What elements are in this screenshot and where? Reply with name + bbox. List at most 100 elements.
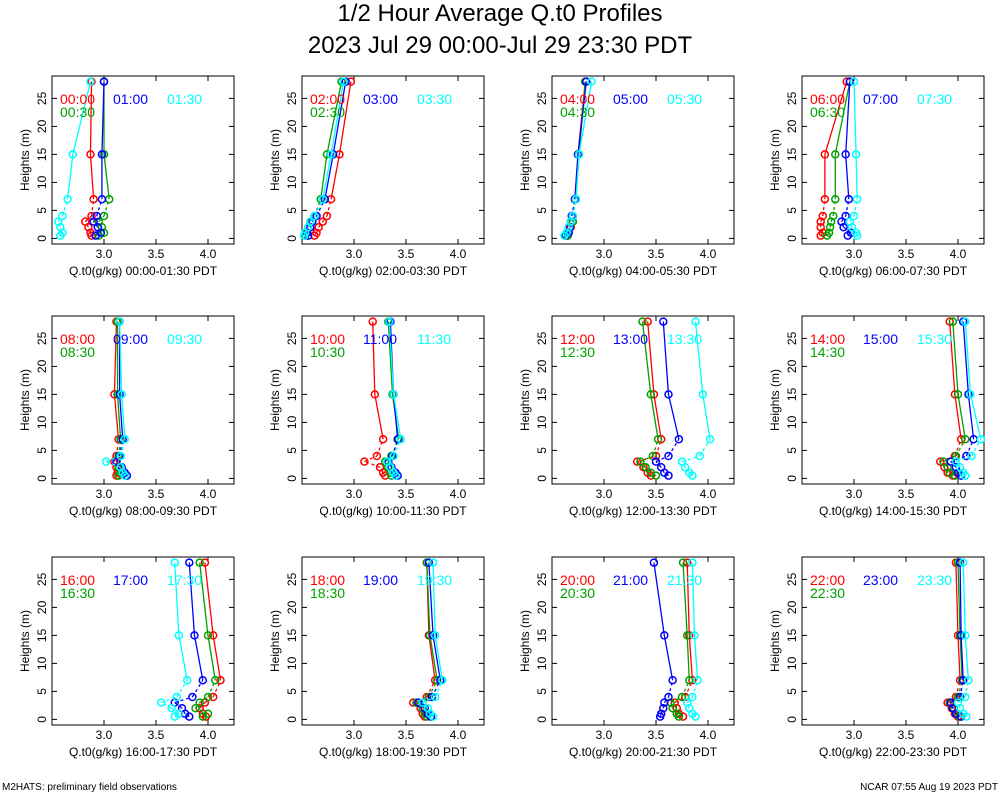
data-point [825, 222, 835, 232]
data-point [115, 317, 124, 326]
y-tick-label: 0 [35, 235, 49, 242]
series-line-segment [952, 321, 959, 395]
data-point [852, 194, 862, 204]
data-point [326, 194, 336, 204]
x-tick-label: 3.0 [596, 487, 613, 501]
series-line-segment [959, 635, 963, 681]
series-line-segment [118, 321, 123, 395]
y-tick-label: 15 [785, 628, 799, 642]
x-tick-label: 3.5 [898, 728, 915, 742]
y-tick-label: 20 [535, 119, 549, 133]
y-tick-label: 25 [285, 91, 299, 105]
data-point [310, 211, 319, 221]
y-tick-label: 10 [285, 175, 299, 189]
y-tick-label: 5 [535, 688, 549, 695]
data-point [641, 462, 650, 472]
data-point [828, 211, 838, 221]
y-tick-label: 15 [285, 628, 299, 642]
series-line-segment [84, 221, 89, 228]
data-point [156, 698, 166, 707]
data-point [423, 703, 433, 713]
legend-label: 12:00 [560, 331, 595, 347]
plot-frame [301, 315, 485, 485]
data-point [953, 698, 963, 707]
series-line-segment [952, 707, 957, 715]
series-line-segment [105, 455, 121, 463]
series-line-segment [663, 696, 670, 703]
profile-panel-12: 3.0 3.5 4.0 0 5 10 15 20 25 Q.t0(g/kg) 22:00-23:3… [768, 556, 985, 759]
data-point [664, 451, 673, 461]
y-tick-label: 0 [535, 475, 549, 482]
legend-label: 08:30 [60, 344, 95, 360]
series-line-segment [89, 232, 93, 236]
x-tick-label: 3.0 [846, 487, 863, 501]
y-tick-label: 20 [785, 359, 799, 373]
data-point [389, 451, 398, 461]
series-line-segment [647, 321, 655, 395]
series-line-segment [178, 635, 188, 681]
series-line-segment [113, 394, 120, 440]
y-tick-label: 10 [35, 175, 49, 189]
series-line-segment [954, 394, 962, 440]
x-tick-label: 4.0 [450, 728, 467, 742]
series-line-segment [432, 562, 436, 636]
series-line-segment [171, 707, 180, 715]
data-point [97, 150, 107, 159]
data-point [314, 222, 323, 232]
data-point [636, 457, 645, 466]
data-point [200, 558, 210, 567]
series-line-segment [955, 461, 961, 468]
data-point [306, 217, 315, 226]
x-tick-label: 3.5 [398, 487, 415, 501]
legend-label: 20:00 [560, 572, 595, 588]
legend-label: 06:30 [810, 104, 845, 120]
data-point [203, 692, 213, 702]
legend-label: 18:30 [310, 585, 345, 601]
data-point [953, 390, 963, 399]
data-point [820, 194, 830, 204]
y-tick-label: 5 [785, 688, 799, 695]
legend-label: 23:30 [917, 572, 952, 588]
data-point [216, 675, 225, 685]
y-tick-label: 10 [785, 175, 799, 189]
data-point [698, 390, 708, 399]
series-line-segment [667, 394, 680, 440]
legend-label: 22:30 [810, 585, 845, 601]
y-tick-label: 10 [285, 415, 299, 429]
legend-label: 19:30 [417, 572, 452, 588]
data-point [691, 317, 700, 326]
legend-label: 14:00 [810, 331, 845, 347]
series-line-segment [691, 562, 696, 636]
series-line-segment [845, 154, 850, 200]
series-line-segment [422, 702, 429, 709]
y-tick-label: 20 [785, 119, 799, 133]
data-point [424, 558, 434, 567]
data-point [167, 703, 176, 713]
data-point [99, 77, 109, 86]
x-tick-label: 3.5 [398, 247, 415, 261]
y-axis-label: Heights (m) [768, 129, 782, 191]
y-axis-label: Heights (m) [768, 610, 782, 672]
data-point [582, 77, 591, 86]
plot-frame [801, 315, 985, 485]
plot-frame [51, 315, 235, 485]
series-line-segment [957, 635, 961, 681]
data-point [651, 457, 661, 466]
legend-label: 20:30 [560, 585, 595, 601]
series-1630 [191, 558, 220, 721]
series-line-segment [853, 81, 857, 155]
data-point [120, 434, 130, 444]
y-tick-label: 15 [285, 387, 299, 401]
series-line-segment [428, 562, 434, 636]
data-point [203, 631, 213, 640]
data-point [368, 317, 377, 326]
x-tick-label: 3.0 [596, 728, 613, 742]
x-tick-label: 3.5 [898, 487, 915, 501]
series-line-segment [662, 321, 670, 395]
series-line-segment [686, 562, 690, 636]
series-line-segment [962, 321, 970, 395]
series-0000 [81, 77, 98, 240]
x-axis-label: Q.t0(g/kg) 18:00-19:30 PDT [319, 745, 468, 759]
legend-label: 08:00 [60, 331, 95, 347]
legend-label: 15:30 [917, 331, 952, 347]
